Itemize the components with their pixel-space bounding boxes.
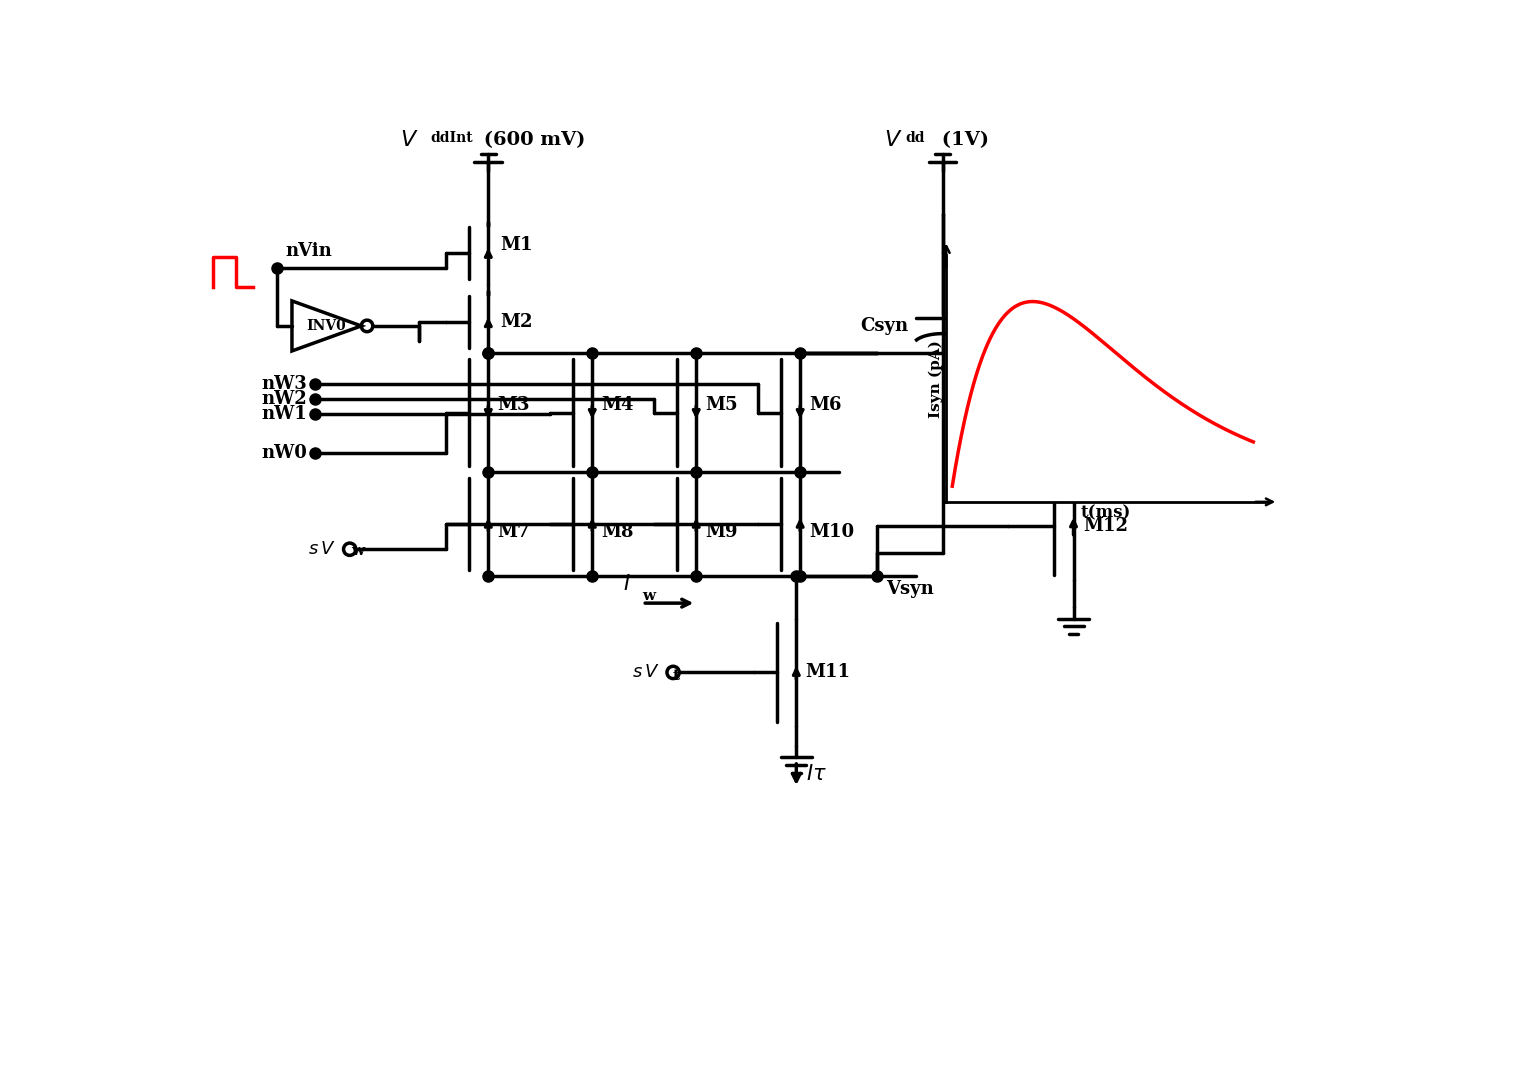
Text: M12: M12	[1082, 517, 1128, 536]
Text: M9: M9	[706, 523, 738, 541]
Text: $I$: $I$	[623, 574, 631, 594]
Text: w: w	[642, 589, 655, 603]
Text: $V$: $V$	[884, 129, 903, 150]
Text: $s\,V$: $s\,V$	[309, 540, 336, 558]
Text: nW3: nW3	[261, 375, 307, 393]
Text: $I_{\rm syn}$: $I_{\rm syn}$	[1087, 448, 1117, 473]
Text: nVin: nVin	[286, 242, 333, 260]
Text: $s\,V$: $s\,V$	[631, 664, 659, 682]
Text: M11: M11	[806, 664, 850, 682]
Text: Csyn: Csyn	[860, 317, 909, 335]
Text: M2: M2	[500, 313, 533, 331]
Text: ddInt: ddInt	[430, 131, 473, 145]
Text: M4: M4	[602, 396, 634, 414]
Text: nW1: nW1	[261, 405, 307, 424]
Text: Vsyn: Vsyn	[886, 580, 935, 598]
Text: M8: M8	[602, 523, 634, 541]
Text: M5: M5	[706, 396, 738, 414]
Text: M1: M1	[500, 236, 533, 254]
Text: (1V): (1V)	[935, 130, 989, 148]
Text: w: w	[352, 544, 364, 558]
Text: t: t	[674, 669, 680, 683]
Text: nW0: nW0	[261, 444, 307, 462]
Text: $I\tau$: $I\tau$	[806, 764, 826, 784]
Text: nW2: nW2	[261, 391, 307, 408]
Text: dd: dd	[906, 131, 926, 145]
Text: $V$: $V$	[401, 129, 419, 150]
Text: M10: M10	[809, 523, 855, 541]
Text: M7: M7	[497, 523, 530, 541]
Text: M6: M6	[809, 396, 841, 414]
Text: Vpost: Vpost	[1085, 424, 1142, 442]
Text: M3: M3	[497, 396, 530, 414]
Text: (600 mV): (600 mV)	[477, 130, 585, 148]
Text: INV0: INV0	[307, 319, 347, 333]
